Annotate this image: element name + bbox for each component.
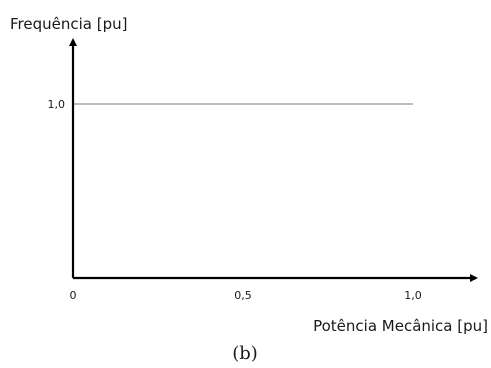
y-tick-label-0: 1,0 [48,98,66,111]
panel-label: (b) [232,343,258,364]
x-axis-title: Potência Mecânica [pu] [313,317,488,335]
tick-labels: 0 0,5 1,0 1,0 [48,98,422,302]
x-tick-label-1: 0,5 [234,289,252,302]
y-axis-title: Frequência [pu] [10,15,127,33]
x-tick-label-2: 1,0 [404,289,422,302]
x-tick-label-0: 0 [70,289,77,302]
axes [69,38,478,282]
